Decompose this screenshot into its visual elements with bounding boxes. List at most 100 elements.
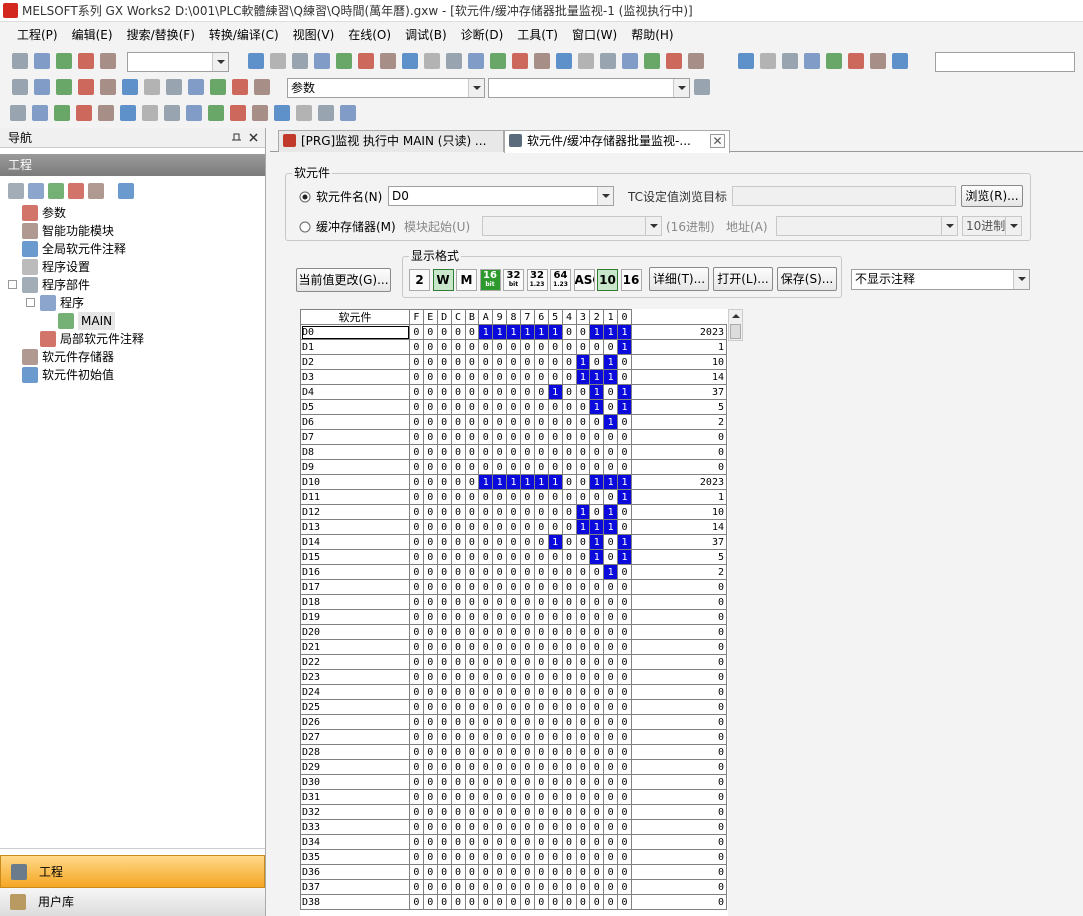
nav-tool[interactable] — [8, 183, 24, 199]
toolbar-button[interactable] — [848, 53, 864, 69]
toolbar-button[interactable] — [78, 53, 94, 69]
toolbar-button[interactable] — [12, 53, 28, 69]
toolbar-button[interactable] — [424, 53, 440, 69]
toolbar-button[interactable] — [556, 53, 572, 69]
toolbar-button[interactable] — [892, 53, 908, 69]
expander[interactable] — [8, 280, 17, 289]
menu-item[interactable]: 工具(T) — [517, 28, 558, 42]
toolbar-button[interactable] — [164, 105, 180, 121]
toolbar-button[interactable] — [76, 105, 92, 121]
toolbar-button[interactable] — [688, 53, 704, 69]
toolbar-button[interactable] — [292, 53, 308, 69]
tree-label[interactable]: 软元件存储器 — [42, 350, 115, 364]
toolbar-button[interactable] — [446, 53, 462, 69]
tab-close[interactable]: ✕ — [710, 134, 725, 148]
menu-item[interactable]: 帮助(H) — [631, 28, 674, 42]
toolbar-button[interactable] — [186, 105, 202, 121]
toolbar-button[interactable] — [210, 79, 226, 95]
format-button[interactable]: 64 1.23 — [550, 269, 571, 291]
toolbar-combo[interactable] — [127, 52, 229, 72]
detail-button[interactable]: 详细(T)... — [649, 267, 709, 291]
toolbar-button[interactable] — [270, 53, 286, 69]
format-button[interactable]: 10 — [597, 269, 618, 291]
toolbar-button[interactable] — [578, 53, 594, 69]
tab-active[interactable]: 软元件/缓冲存储器批量监视-... ✕ — [504, 130, 730, 153]
change-value-button[interactable]: 当前值更改(G)... — [296, 268, 391, 292]
scrollbar[interactable] — [728, 309, 743, 341]
menu-item[interactable]: 编辑(E) — [71, 28, 113, 42]
device-combo[interactable]: D0 — [388, 186, 614, 206]
toolbar-button[interactable] — [56, 79, 72, 95]
nav-tool[interactable] — [118, 183, 134, 199]
toolbar-button[interactable] — [490, 53, 506, 69]
browse-button[interactable]: 浏览(R)... — [961, 185, 1023, 207]
toolbar-button[interactable] — [252, 105, 268, 121]
toolbar-button[interactable] — [12, 79, 28, 95]
format-button[interactable]: 2 — [409, 269, 430, 291]
tree-label[interactable]: MAIN — [78, 312, 116, 330]
toolbar-combo[interactable]: 参数 — [287, 78, 485, 98]
toolbar-combo[interactable] — [488, 78, 690, 98]
menu-item[interactable]: 搜索/替换(F) — [126, 28, 195, 42]
toolbar-button[interactable] — [340, 105, 356, 121]
toolbar-button[interactable] — [100, 79, 116, 95]
toolbar-button[interactable] — [622, 53, 638, 69]
menu-item[interactable]: 转换/编译(C) — [208, 28, 279, 42]
menu-item[interactable]: 诊断(D) — [460, 28, 504, 42]
scroll-thumb[interactable] — [730, 324, 741, 339]
toolbar-button[interactable] — [144, 79, 160, 95]
toolbar-button[interactable] — [188, 79, 204, 95]
nav-tool[interactable] — [88, 183, 104, 199]
toolbar-button[interactable] — [804, 53, 820, 69]
open-button[interactable]: 打开(L)... — [713, 267, 773, 291]
format-button[interactable]: 32 1.23 — [526, 269, 548, 291]
toolbar-button[interactable] — [314, 53, 330, 69]
toolbar-button[interactable] — [600, 53, 616, 69]
toolbar-button[interactable] — [826, 53, 842, 69]
toolbar-button[interactable] — [534, 53, 550, 69]
tree-label[interactable]: 程序 — [60, 296, 85, 310]
toolbar-button[interactable] — [274, 105, 290, 121]
format-button[interactable]: 32 bit — [503, 269, 524, 291]
toolbar-button[interactable] — [380, 53, 396, 69]
toolbar-button[interactable] — [122, 79, 138, 95]
menu-item[interactable]: 调试(B) — [405, 28, 447, 42]
menu-item[interactable]: 在线(O) — [348, 28, 392, 42]
expander[interactable] — [26, 298, 35, 307]
toolbar-button[interactable] — [644, 53, 660, 69]
nav-tab[interactable]: 用户库 — [0, 888, 265, 916]
toolbar-button[interactable] — [56, 53, 72, 69]
toolbar-button[interactable] — [166, 79, 182, 95]
tree-label[interactable]: 程序设置 — [42, 260, 91, 274]
nav-tool[interactable] — [28, 183, 44, 199]
toolbar-button[interactable] — [100, 53, 116, 69]
comment-combo[interactable]: 不显示注释 — [851, 269, 1030, 290]
toolbar-button[interactable] — [318, 105, 334, 121]
toolbar-button[interactable] — [120, 105, 136, 121]
format-button[interactable]: M — [456, 269, 477, 291]
toolbar-button[interactable] — [358, 53, 374, 69]
toolbar-button[interactable] — [98, 105, 114, 121]
tree-label[interactable]: 软元件初始值 — [42, 368, 115, 382]
radio-checked[interactable] — [299, 191, 311, 203]
toolbar-button[interactable] — [142, 105, 158, 121]
toolbar-button[interactable] — [32, 105, 48, 121]
format-button[interactable]: ASC — [573, 269, 595, 291]
save-button[interactable]: 保存(S)... — [777, 267, 837, 291]
toolbar-button[interactable] — [870, 53, 886, 69]
toolbar-button[interactable] — [694, 79, 710, 95]
toolbar-combo[interactable] — [935, 52, 1075, 72]
tree-label[interactable]: 全局软元件注释 — [42, 242, 127, 256]
toolbar-button[interactable] — [230, 105, 246, 121]
toolbar-button[interactable] — [296, 105, 312, 121]
radio[interactable] — [299, 221, 311, 233]
format-button[interactable]: 16 bit — [479, 269, 501, 291]
toolbar-button[interactable] — [402, 53, 418, 69]
toolbar-button[interactable] — [738, 53, 754, 69]
toolbar-button[interactable] — [666, 53, 682, 69]
tree-label[interactable]: 智能功能模块 — [42, 224, 115, 238]
tab[interactable]: [PRG]监视 执行中 MAIN (只读) ... — [278, 130, 504, 152]
toolbar-button[interactable] — [232, 79, 248, 95]
toolbar-button[interactable] — [468, 53, 484, 69]
menu-item[interactable]: 窗口(W) — [571, 28, 618, 42]
